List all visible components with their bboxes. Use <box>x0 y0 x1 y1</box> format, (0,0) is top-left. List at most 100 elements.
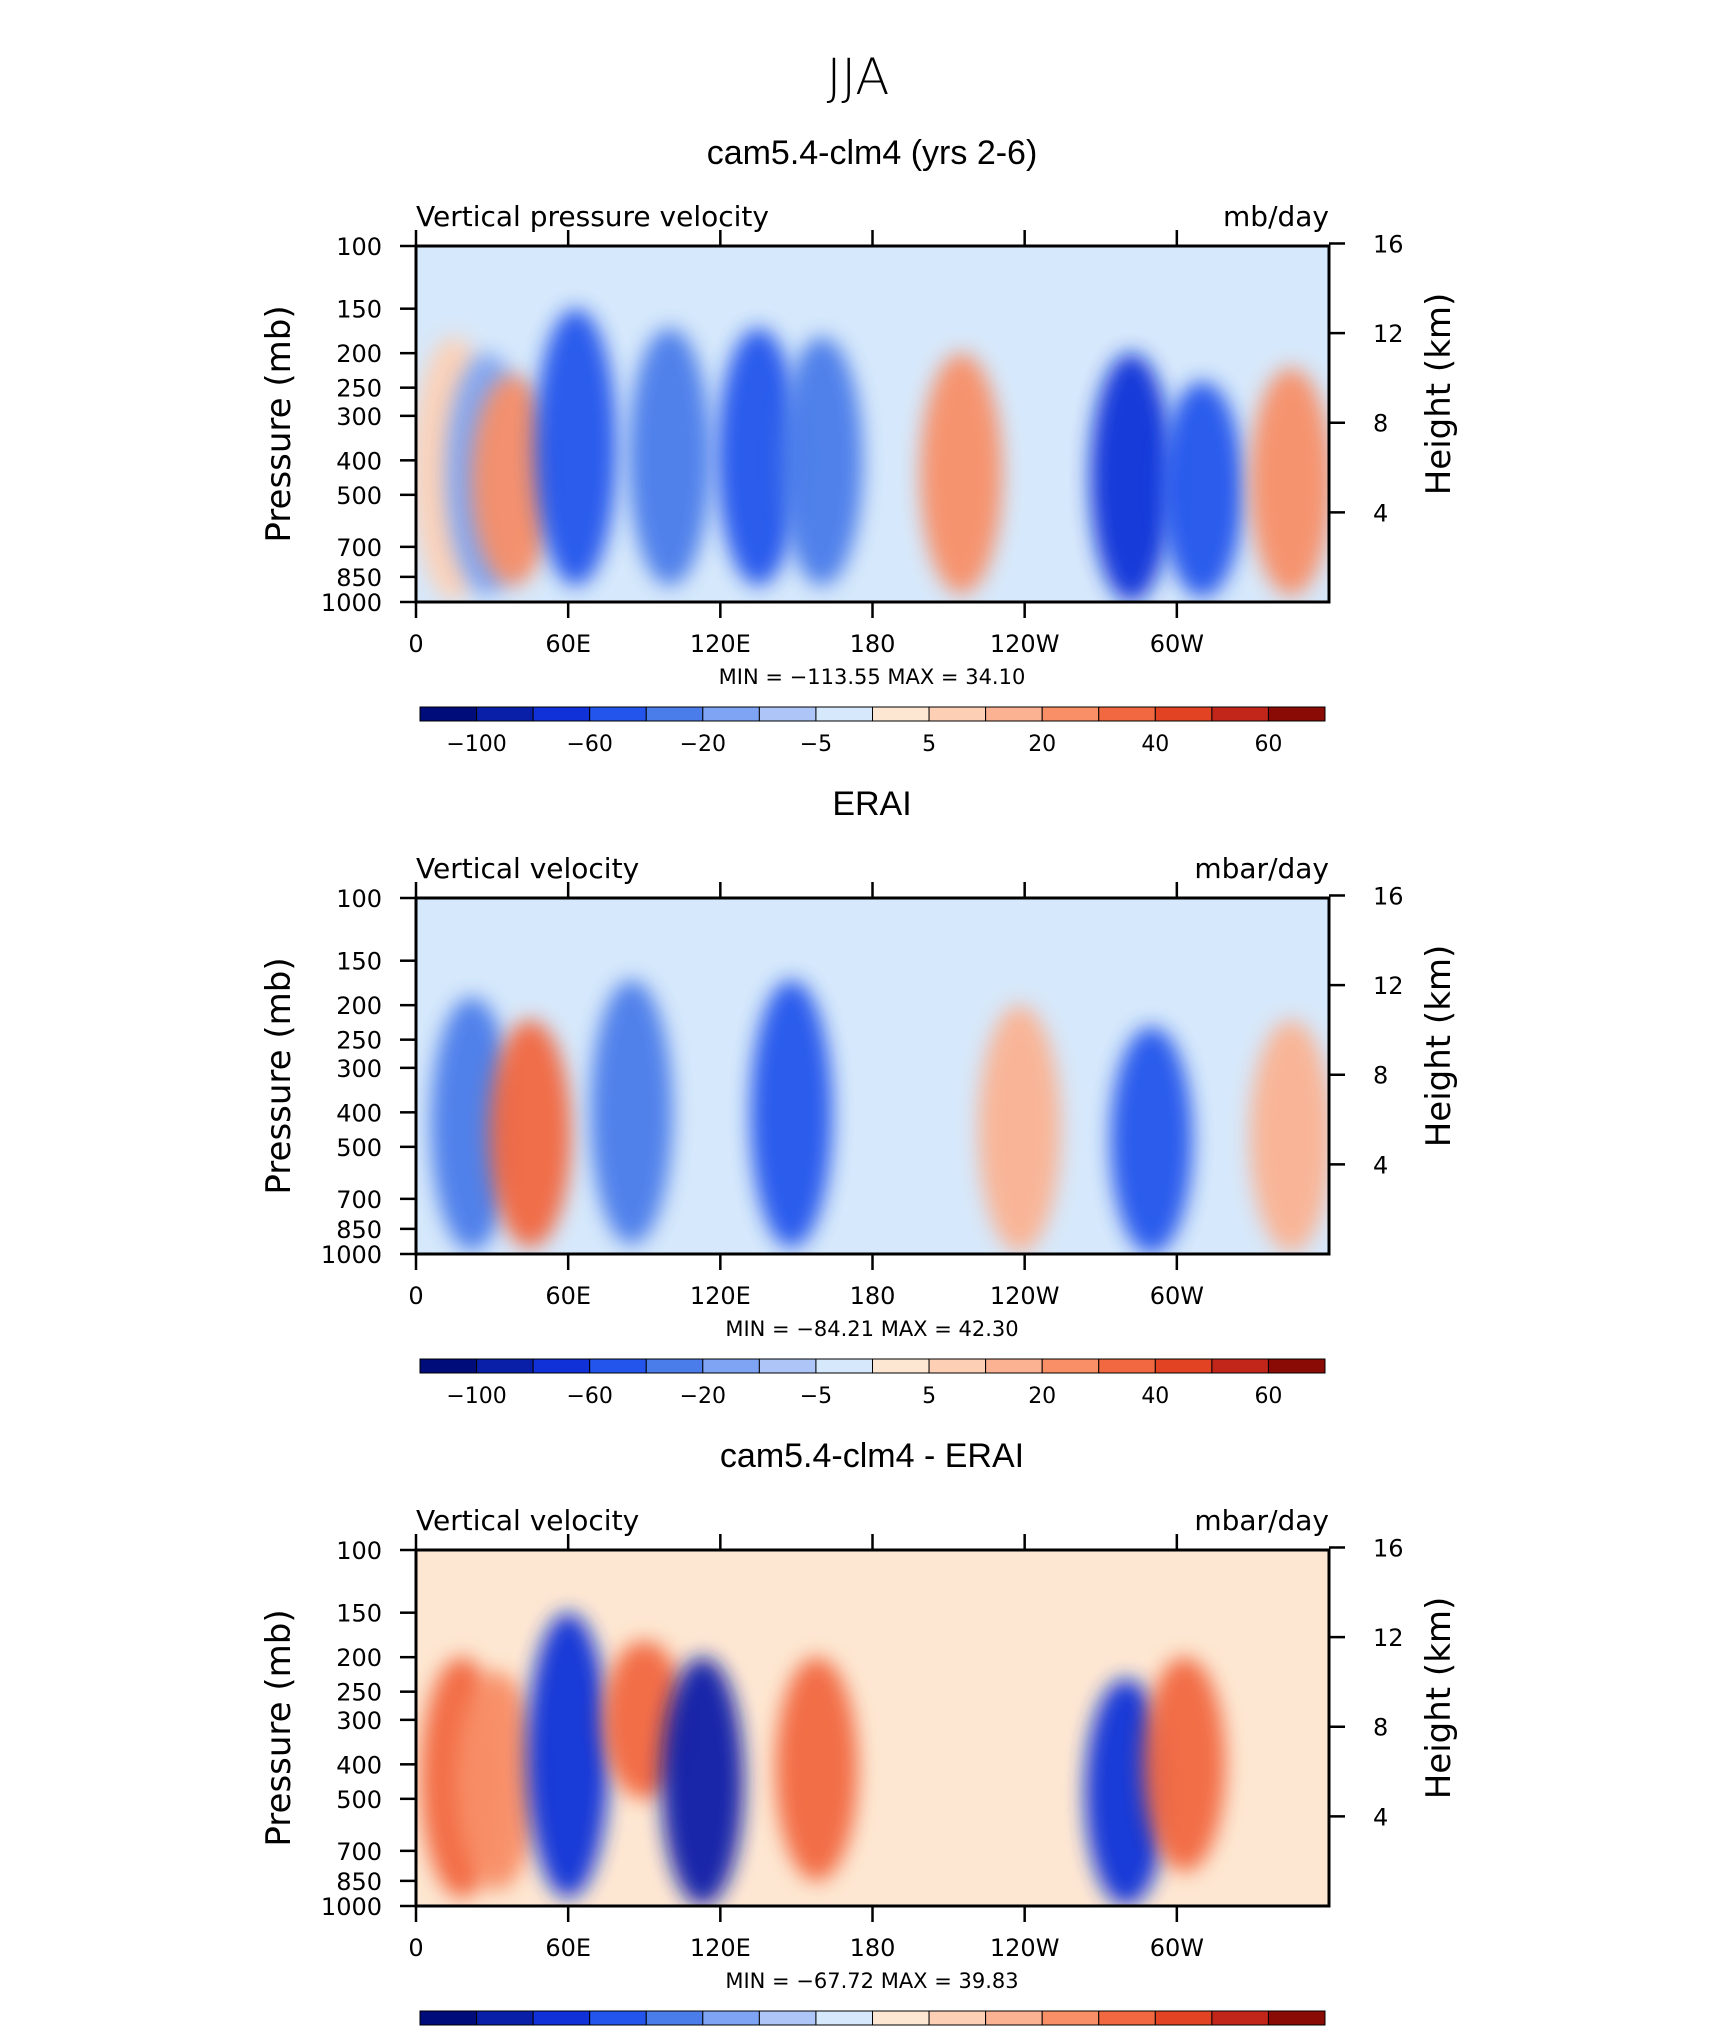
colorbar-swatch <box>928 1358 987 1374</box>
colorbar-swatch <box>985 2010 1043 2026</box>
colorbar-label: −30 <box>566 2036 612 2038</box>
colorbar-label: −100 <box>446 1384 506 1409</box>
y2-tick-label: 12 <box>1373 972 1404 1000</box>
field-cell <box>590 980 673 1245</box>
x-tick-label: 0 <box>408 630 423 658</box>
y-tick-label: 700 <box>336 1838 382 1866</box>
y-tick-label: 250 <box>336 375 382 403</box>
field-cell <box>1249 1019 1329 1253</box>
units-label: mb/day <box>1223 200 1329 233</box>
y-tick-label: 400 <box>336 1751 382 1779</box>
contour-field <box>416 246 1329 602</box>
y2-tick-label: 4 <box>1373 1151 1388 1179</box>
colorbar-swatch <box>758 2010 817 2026</box>
field-cell <box>1090 353 1173 602</box>
colorbar-swatch <box>815 2010 873 2026</box>
y-tick-label: 150 <box>336 1600 382 1628</box>
panel-title: cam5.4-clm4 - ERAI <box>720 1437 1024 1475</box>
colorbar-label: 60 <box>1254 732 1282 757</box>
x-tick-label: 120W <box>990 630 1060 658</box>
colorbar-swatch <box>1041 706 1100 722</box>
y-tick-label: 300 <box>336 1707 382 1735</box>
y2-tick-label: 4 <box>1373 499 1388 527</box>
y2-tick-label: 8 <box>1373 410 1388 438</box>
colorbar-label: 20 <box>1085 2036 1113 2038</box>
colorbar-swatch <box>419 706 478 722</box>
colorbar-swatch <box>1154 706 1213 722</box>
y2-tick-label: 8 <box>1373 1062 1388 1090</box>
colorbar-label: −50 <box>453 2036 499 2038</box>
colorbar-swatch <box>532 2010 591 2026</box>
y-tick-label: 400 <box>336 447 382 475</box>
field-cell <box>978 1005 1061 1253</box>
colorbar-label: −60 <box>566 732 612 757</box>
y-tick-label: 300 <box>336 1055 382 1083</box>
min-max-stats: MIN = −113.55 MAX = 34.10 <box>719 665 1026 689</box>
colorbar-swatch <box>1267 1358 1326 1374</box>
y-axis-label: Pressure (mb) <box>259 1609 299 1846</box>
colorbar-swatch <box>476 1358 534 1374</box>
y-tick-label: 150 <box>336 296 382 324</box>
colorbar-swatch <box>1211 1358 1269 1374</box>
colorbar-label: 20 <box>1028 1384 1056 1409</box>
colorbar-label: 20 <box>1028 732 1056 757</box>
colorbar-swatch <box>419 2010 478 2026</box>
colorbar-swatch <box>1211 706 1269 722</box>
colorbar-label: −20 <box>680 1384 726 1409</box>
field-cell <box>471 374 554 586</box>
field-cell <box>1161 381 1244 598</box>
y2-tick-label: 16 <box>1373 230 1404 258</box>
field-cell <box>775 1657 858 1881</box>
x-tick-label: 120E <box>690 1282 751 1310</box>
colorbar-label: 40 <box>1141 732 1169 757</box>
y2-axis-label: Height (km) <box>1419 945 1459 1148</box>
colorbar-swatch <box>1041 1358 1100 1374</box>
x-tick-label: 60E <box>545 1934 591 1962</box>
y2-tick-label: 12 <box>1373 1624 1404 1652</box>
colorbar-swatch <box>589 1358 647 1374</box>
colorbar-label: 40 <box>1198 2036 1226 2038</box>
colorbar-label: 10 <box>972 2036 1000 2038</box>
colorbar-label: −20 <box>623 2036 669 2038</box>
x-tick-label: 180 <box>850 1934 896 1962</box>
x-tick-label: 0 <box>408 1282 423 1310</box>
y-tick-label: 850 <box>336 1216 382 1244</box>
colorbar-label: 40 <box>1141 1384 1169 1409</box>
y2-tick-label: 16 <box>1373 882 1404 910</box>
field-cell <box>489 1019 572 1248</box>
x-tick-label: 120E <box>690 1934 751 1962</box>
min-max-stats: MIN = −84.21 MAX = 42.30 <box>725 1317 1018 1341</box>
colorbar-label: −60 <box>566 1384 612 1409</box>
field-name-label: Vertical velocity <box>416 852 639 885</box>
colorbar-label: 5 <box>922 1384 936 1409</box>
y-tick-label: 1000 <box>321 1241 382 1269</box>
field-cell <box>430 997 513 1251</box>
colorbar-label: −5 <box>800 2036 832 2038</box>
x-tick-label: 180 <box>850 630 896 658</box>
colorbar-label: −40 <box>510 2036 556 2038</box>
field-cell <box>456 1671 539 1890</box>
colorbar-label: −10 <box>736 2036 782 2038</box>
colorbar-swatch <box>476 2010 534 2026</box>
y2-axis-label: Height (km) <box>1419 293 1459 496</box>
colorbar-swatch <box>1154 1358 1213 1374</box>
colorbar-swatch <box>419 1358 478 1374</box>
x-tick-label: 120W <box>990 1282 1060 1310</box>
units-label: mbar/day <box>1194 1504 1329 1537</box>
colorbar-swatch <box>645 1358 704 1374</box>
y-tick-label: 850 <box>336 564 382 592</box>
colorbar-swatch <box>758 1358 817 1374</box>
panel-title: ERAI <box>832 785 911 823</box>
field-cell <box>1110 1026 1193 1254</box>
colorbar-label: 60 <box>1254 1384 1282 1409</box>
y2-tick-label: 12 <box>1373 320 1404 348</box>
units-label: mbar/day <box>1194 852 1329 885</box>
colorbar-swatch <box>985 1358 1043 1374</box>
y-tick-label: 150 <box>336 948 382 976</box>
field-cell <box>534 308 617 586</box>
field-cell <box>780 336 863 586</box>
colorbar-label: 50 <box>1254 2036 1282 2038</box>
y-tick-label: 500 <box>336 482 382 510</box>
x-tick-label: 60E <box>545 1282 591 1310</box>
